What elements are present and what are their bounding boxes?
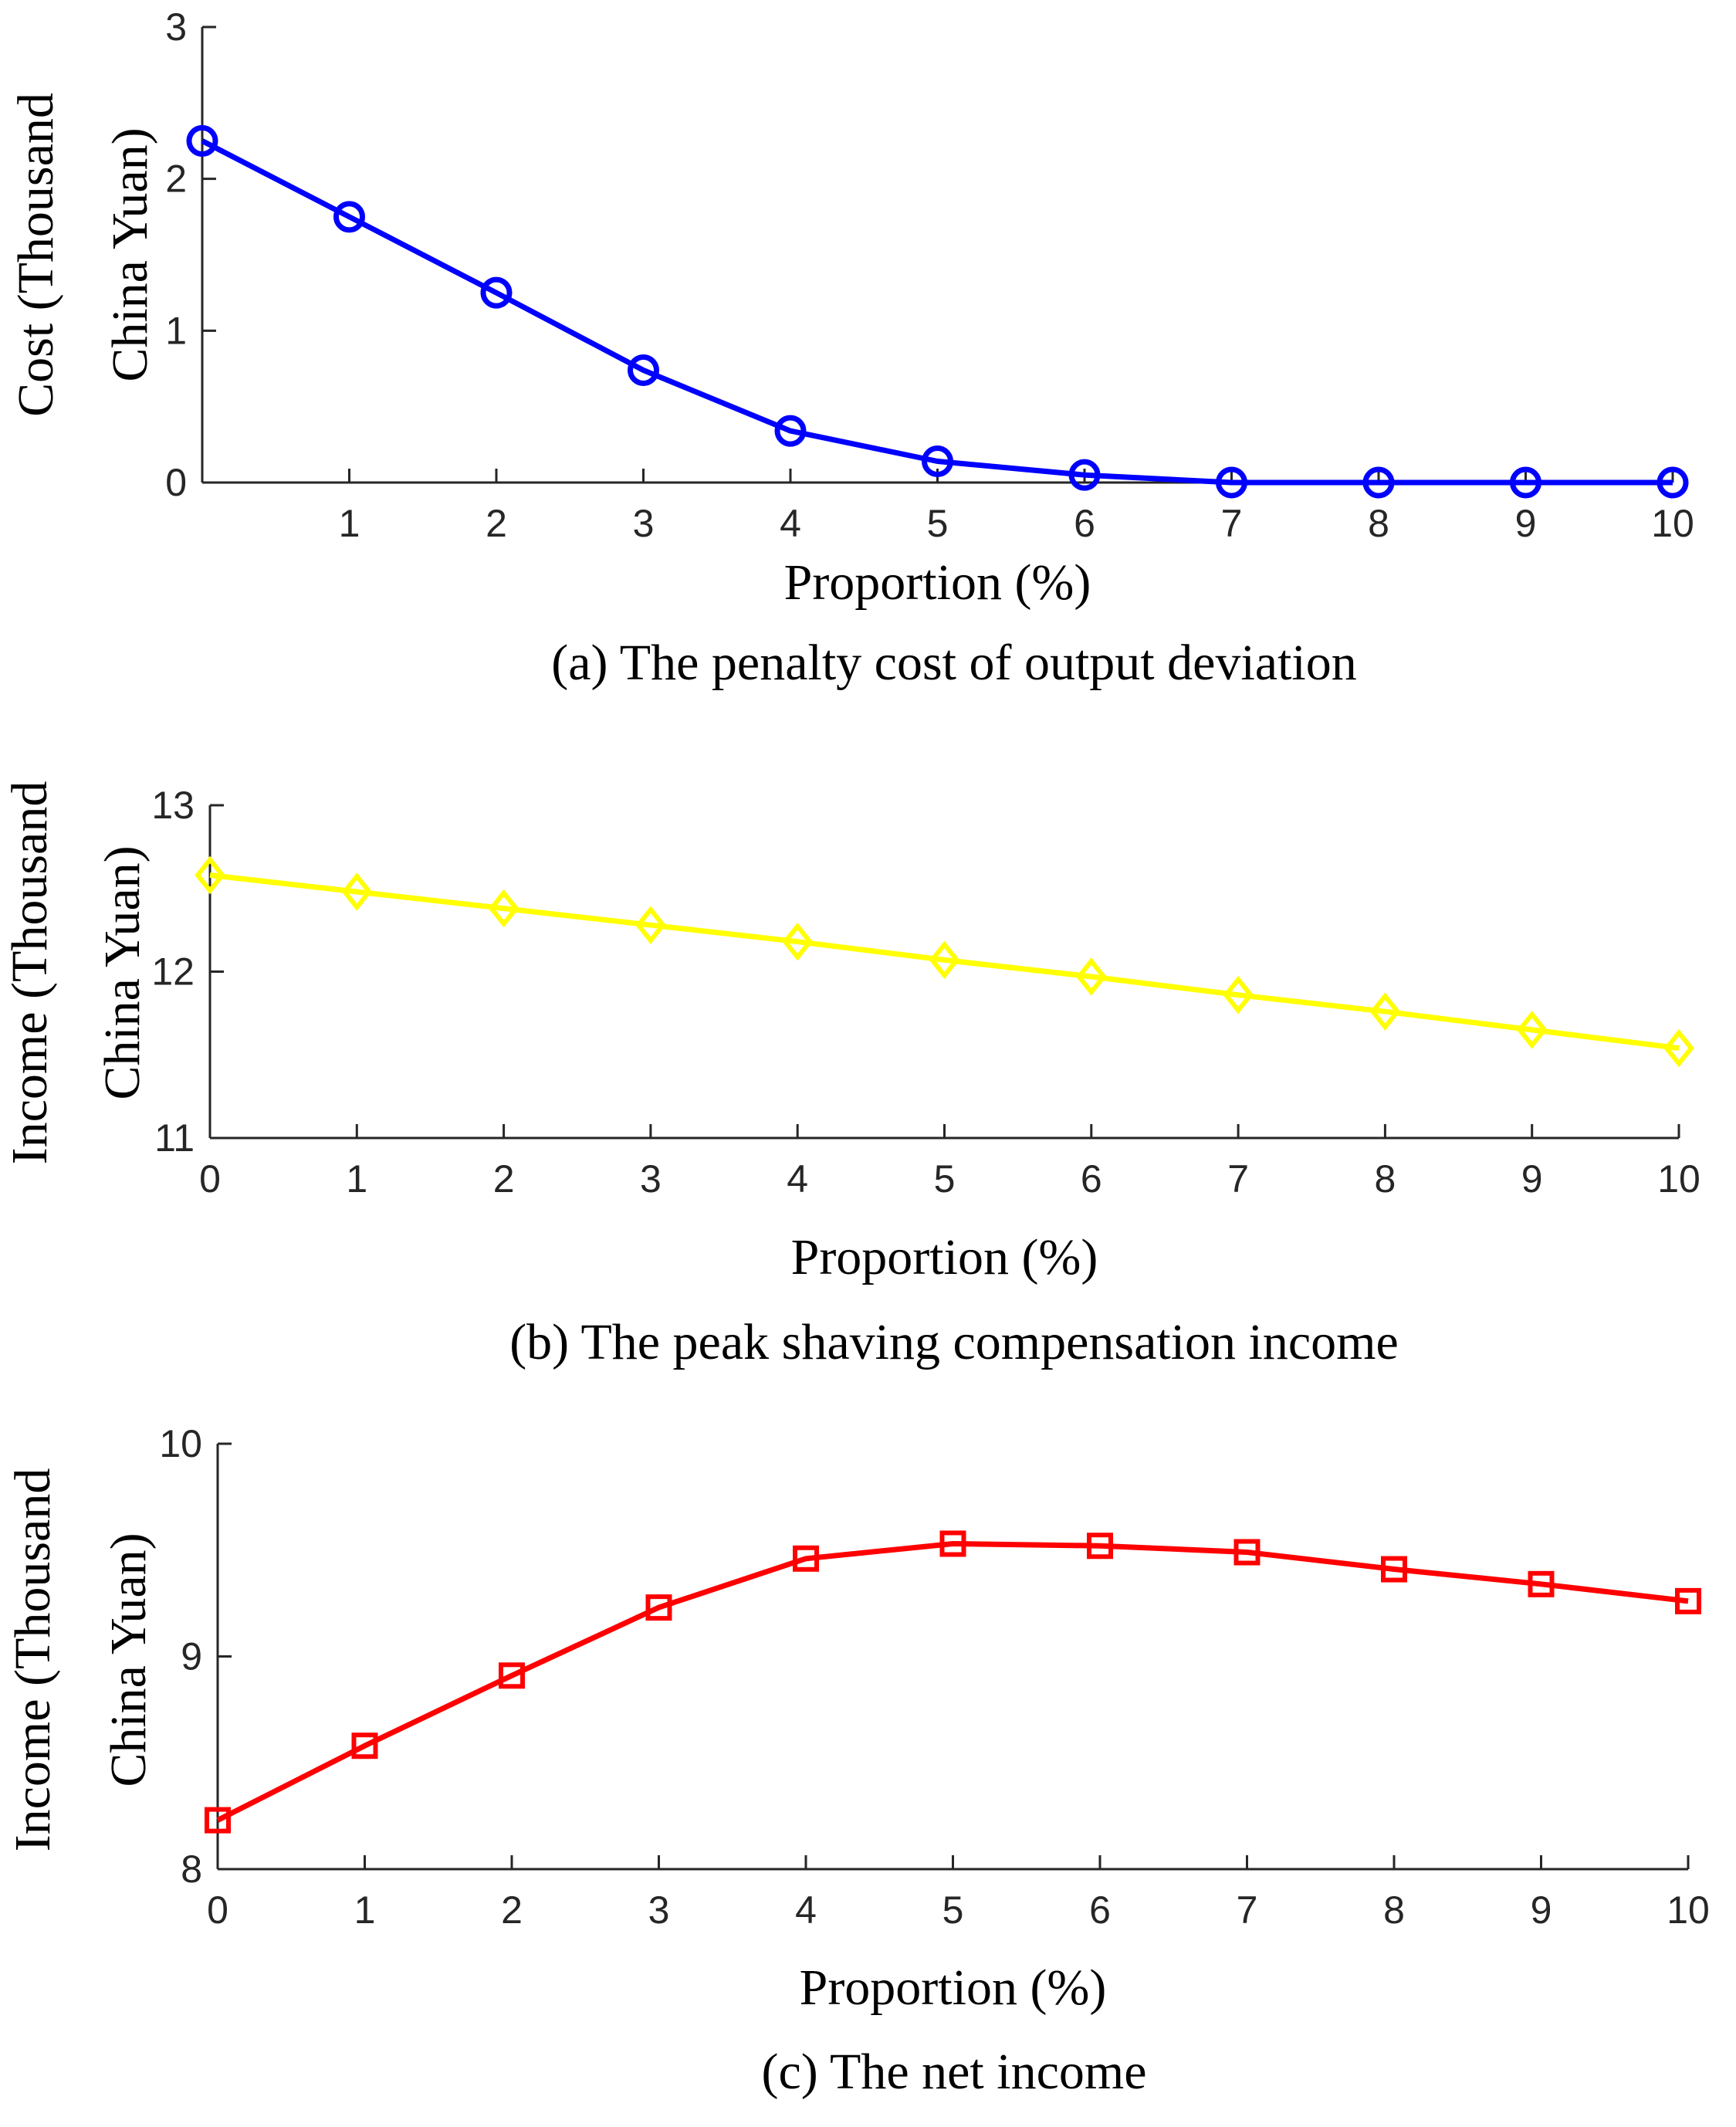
y-tick-label: 3	[165, 5, 187, 49]
x-tick-label: 8	[1368, 502, 1389, 545]
x-axis-label: Proportion (%)	[784, 554, 1091, 611]
chart-caption: (c) The net income	[761, 2044, 1146, 2100]
x-axis-label: Proportion (%)	[791, 1229, 1098, 1285]
y-tick-label: 2	[165, 157, 187, 201]
data-point-marker	[1087, 1533, 1113, 1560]
data-point-marker	[922, 445, 953, 477]
x-tick-label: 1	[339, 502, 360, 545]
x-tick-label: 1	[346, 1157, 367, 1201]
data-point-marker	[1528, 1570, 1555, 1597]
data-point-marker	[1663, 1028, 1694, 1068]
data-point-marker	[1381, 1556, 1407, 1583]
data-point-marker	[351, 1732, 378, 1760]
x-tick-label: 5	[942, 1888, 964, 1932]
x-tick-label: 1	[354, 1888, 376, 1932]
x-axis-label: Proportion (%)	[800, 1959, 1107, 2016]
y-axis-label-line-2: China Yuan)	[100, 1533, 157, 1787]
data-point-marker	[1510, 466, 1541, 499]
series-line	[209, 872, 1680, 1052]
data-point-marker	[774, 415, 807, 447]
x-tick-label: 5	[927, 502, 949, 545]
y-axis-label-line-1: Income (Thousand	[5, 1468, 61, 1852]
data-point-marker	[782, 922, 814, 961]
data-point-marker	[1362, 466, 1395, 499]
x-tick-label: 6	[1089, 1888, 1111, 1932]
x-tick-label: 4	[787, 1157, 808, 1201]
data-point-marker	[1233, 1539, 1261, 1566]
y-tick-label: 13	[151, 784, 195, 827]
y-tick-label: 11	[154, 1116, 195, 1160]
x-tick-label: 8	[1374, 1157, 1396, 1201]
y-tick-label: 0	[165, 461, 187, 504]
data-point-marker	[939, 1530, 966, 1557]
x-tick-label: 10	[1657, 1157, 1700, 1201]
y-tick-label: 8	[181, 1848, 202, 1891]
x-tick-label: 7	[1227, 1157, 1249, 1201]
x-tick-label: 2	[486, 502, 507, 545]
data-point-marker	[1675, 1587, 1701, 1614]
x-tick-label: 3	[648, 1888, 670, 1932]
x-tick-label: 2	[501, 1888, 523, 1932]
data-point-marker	[793, 1545, 819, 1572]
chart-panel-a: 0 1 2 3 1 2 3 4 5 6 7 8 9 10 Proportion (%) Cost (Thous…	[8, 5, 1694, 691]
chart-caption: (b) The peak shaving compensation income	[509, 1314, 1399, 1370]
data-point-marker	[480, 276, 513, 309]
series-line	[216, 1541, 1689, 1823]
y-tick-label: 10	[159, 1422, 202, 1465]
x-tick-label: 10	[1667, 1888, 1710, 1932]
data-point-marker	[186, 125, 218, 157]
x-tick-label: 4	[780, 502, 801, 545]
data-point-marker	[205, 1807, 231, 1834]
y-axis-label-line-2: China Yuan)	[102, 127, 158, 381]
data-point-marker	[195, 855, 225, 895]
data-point-marker	[635, 906, 666, 944]
y-axis-label-line-2: China Yuan)	[94, 845, 151, 1099]
x-tick-label: 5	[934, 1157, 956, 1201]
y-axis-label-line-1: Income (Thousand	[2, 781, 58, 1165]
x-tick-label: 3	[640, 1157, 662, 1201]
chart-caption: (a) The penalty cost of output deviation	[551, 635, 1357, 691]
x-tick-label: 10	[1651, 502, 1694, 545]
data-point-marker	[1075, 957, 1107, 996]
y-tick-label: 9	[181, 1635, 202, 1678]
data-point-marker	[333, 201, 365, 233]
data-point-marker	[341, 872, 373, 911]
x-tick-label: 9	[1531, 1888, 1552, 1932]
data-point-marker	[1223, 975, 1254, 1014]
data-point-marker	[488, 889, 519, 928]
x-tick-label: 8	[1383, 1888, 1405, 1932]
data-point-marker	[628, 354, 659, 386]
y-axis-label-line-1: Cost (Thousand	[8, 93, 64, 417]
series-line	[201, 138, 1673, 486]
x-tick-label: 4	[795, 1888, 817, 1932]
x-tick-label: 3	[633, 502, 655, 545]
x-tick-label: 7	[1221, 502, 1243, 545]
x-tick-label: 0	[207, 1888, 228, 1932]
x-tick-label: 0	[199, 1157, 221, 1201]
y-tick-label: 12	[151, 950, 195, 994]
data-point-marker	[645, 1594, 672, 1621]
data-point-marker	[1068, 459, 1101, 491]
data-point-marker	[929, 940, 960, 980]
data-point-marker	[1369, 992, 1401, 1031]
chart-panel-c: 8 9 10 0 1 2 3 4 5 6 7 8 9 10 Proportion (%) Income (Th…	[5, 1422, 1710, 2100]
y-tick-label: 1	[165, 309, 187, 352]
x-tick-label: 6	[1081, 1157, 1102, 1201]
x-tick-label: 7	[1237, 1888, 1258, 1932]
x-tick-label: 9	[1515, 502, 1537, 545]
data-point-marker	[1656, 466, 1689, 499]
x-tick-label: 6	[1074, 502, 1095, 545]
x-tick-label: 9	[1521, 1157, 1543, 1201]
data-point-marker	[1516, 1011, 1548, 1049]
data-point-marker	[1216, 466, 1247, 499]
x-tick-label: 2	[493, 1157, 515, 1201]
data-point-marker	[499, 1662, 525, 1689]
